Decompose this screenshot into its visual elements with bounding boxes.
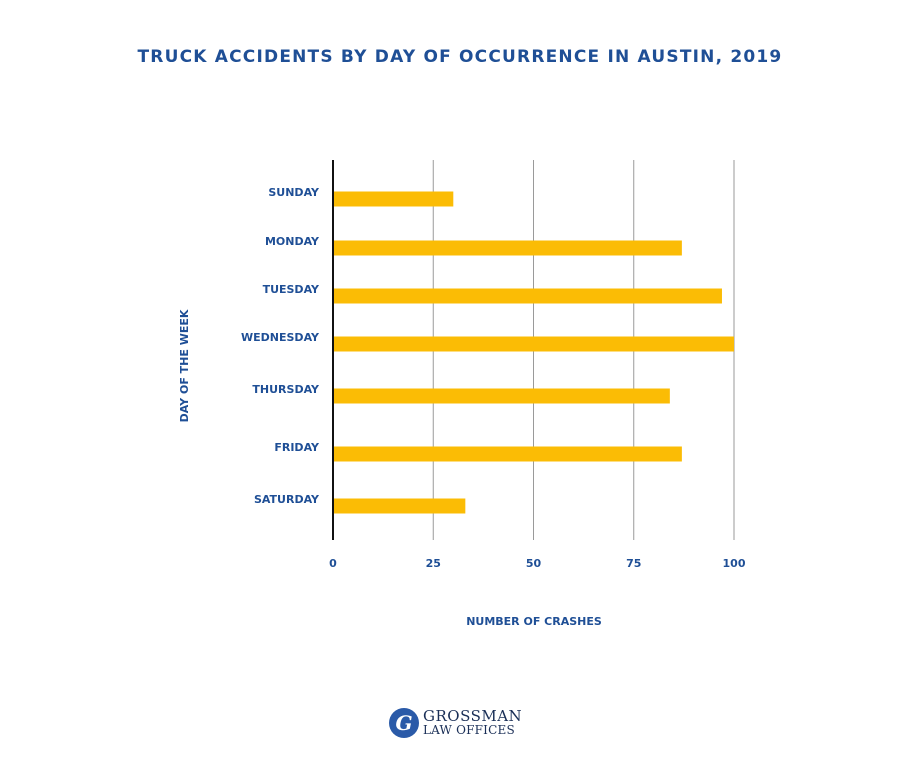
x-tick-label-0: 0: [329, 557, 337, 570]
logo-text: GROSSMAN LAW OFFICES: [423, 707, 523, 738]
x-tick-label-100: 100: [723, 557, 746, 570]
logo-subtitle: LAW OFFICES: [423, 723, 515, 737]
x-tick-label-25: 25: [426, 557, 441, 570]
category-label-thursday: THURSDAY: [252, 383, 320, 396]
logo-mark-icon: G: [389, 708, 419, 738]
x-tick-label-50: 50: [526, 557, 542, 570]
y-axis-title: DAY OF THE WEEK: [178, 309, 191, 422]
bar-saturday: [333, 498, 466, 514]
x-axis-title: NUMBER OF CRASHES: [466, 615, 602, 628]
category-label-sunday: SUNDAY: [268, 186, 320, 199]
logo-name: GROSSMAN: [423, 707, 523, 725]
bar-sunday: [333, 191, 454, 207]
bar-monday: [333, 240, 682, 256]
category-label-wednesday: WEDNESDAY: [241, 331, 320, 344]
bar-tuesday: [333, 288, 722, 304]
chart-title: TRUCK ACCIDENTS BY DAY OF OCCURRENCE IN …: [137, 47, 783, 67]
bar-thursday: [333, 388, 670, 404]
bar-wednesday: [333, 336, 734, 352]
bar-friday: [333, 446, 682, 462]
category-label-monday: MONDAY: [265, 235, 320, 248]
grossman-law-offices-logo: G GROSSMAN LAW OFFICES: [389, 706, 522, 740]
category-label-tuesday: TUESDAY: [263, 283, 320, 296]
x-tick-label-75: 75: [626, 557, 641, 570]
category-label-friday: FRIDAY: [274, 441, 320, 454]
category-label-saturday: SATURDAY: [254, 493, 320, 506]
